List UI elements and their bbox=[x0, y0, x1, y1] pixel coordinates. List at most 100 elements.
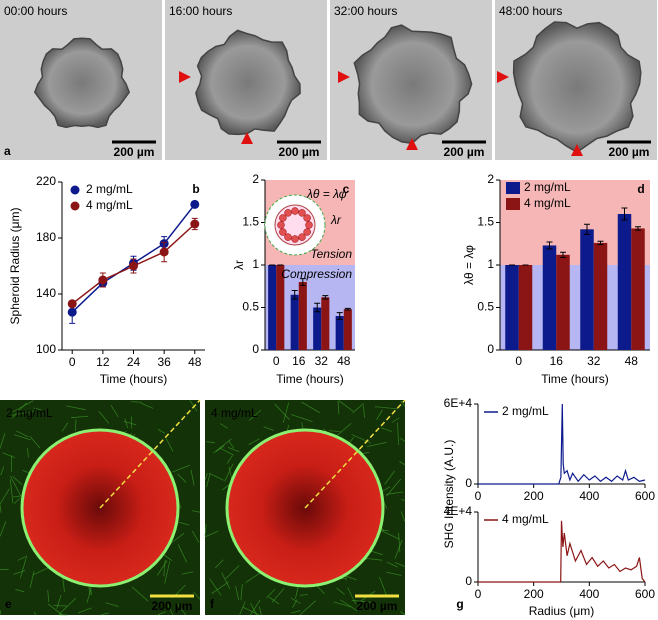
fiber bbox=[366, 442, 387, 447]
x-tick-label: 12 bbox=[96, 355, 110, 369]
y-tick-label: 220 bbox=[36, 174, 56, 188]
scale-label: 200 µm bbox=[609, 145, 650, 159]
scale-label: 200 µm bbox=[357, 599, 398, 613]
fiber bbox=[340, 599, 358, 612]
point bbox=[67, 299, 77, 309]
legend-swatch bbox=[506, 198, 520, 210]
y-axis-label: SHG Intensity (A.U.) bbox=[442, 440, 456, 549]
fiber bbox=[386, 571, 402, 576]
fiber bbox=[140, 402, 154, 409]
fiber bbox=[66, 405, 86, 411]
bar bbox=[321, 297, 330, 350]
x-tick-label: 0 bbox=[69, 355, 76, 369]
scale-label: 200 µm bbox=[444, 145, 485, 159]
fiber bbox=[204, 524, 207, 537]
fiber bbox=[352, 403, 364, 414]
fiber bbox=[379, 576, 388, 597]
fiber bbox=[9, 479, 14, 504]
fiber bbox=[299, 594, 308, 596]
x-axis-label: Radius (μm) bbox=[529, 604, 595, 618]
bar bbox=[276, 265, 285, 350]
fiber bbox=[248, 438, 260, 445]
fiber bbox=[384, 470, 396, 485]
point bbox=[129, 261, 138, 271]
concentration-label: 4 mg/mL bbox=[211, 406, 258, 420]
fiber bbox=[376, 409, 383, 421]
fiber bbox=[17, 556, 26, 561]
error-bar bbox=[299, 278, 306, 286]
fiber bbox=[163, 559, 166, 577]
y-tick-label: 0 bbox=[465, 574, 472, 588]
fiber bbox=[157, 611, 166, 616]
y-tick-label: 1.5 bbox=[477, 215, 494, 229]
fiber bbox=[398, 532, 401, 553]
panel-label: c bbox=[343, 182, 350, 196]
fiber bbox=[33, 611, 37, 616]
fiber bbox=[239, 601, 246, 616]
x-tick-label: 400 bbox=[579, 587, 599, 601]
y-axis-label: Spheroid Radius (μm) bbox=[8, 208, 22, 325]
fiber bbox=[224, 463, 234, 482]
panel-label: b bbox=[192, 182, 199, 196]
arrow bbox=[338, 71, 350, 83]
y-tick-label: 0.5 bbox=[477, 300, 494, 314]
concentration-label: 2 mg/mL bbox=[6, 406, 53, 420]
fiber bbox=[191, 530, 200, 543]
x-tick-label: 32 bbox=[587, 354, 601, 368]
y-tick-label: 140 bbox=[36, 286, 56, 300]
arrow bbox=[497, 71, 509, 83]
error-bar bbox=[314, 302, 321, 313]
panel-label: d bbox=[637, 182, 644, 196]
y-axis-label: λθ = λφ bbox=[462, 245, 476, 285]
x-axis-label: Time (hours) bbox=[100, 372, 168, 386]
panel-label: g bbox=[456, 597, 463, 611]
fiber bbox=[290, 610, 301, 614]
x-tick-label: 16 bbox=[292, 354, 306, 368]
fiber bbox=[157, 560, 168, 576]
fiber bbox=[214, 559, 224, 569]
series-line bbox=[478, 520, 646, 583]
fiber bbox=[335, 423, 352, 437]
fiber bbox=[220, 423, 228, 429]
point bbox=[98, 275, 108, 285]
bar bbox=[556, 254, 570, 350]
fiber bbox=[204, 473, 208, 481]
inset-label: λr bbox=[330, 213, 342, 227]
fiber bbox=[208, 472, 224, 481]
fiber bbox=[131, 586, 149, 602]
error-bar bbox=[336, 312, 343, 320]
x-axis-label: Time (hours) bbox=[541, 372, 609, 386]
error-bar bbox=[621, 207, 628, 221]
x-tick-label: 0 bbox=[273, 354, 280, 368]
inset-cell bbox=[291, 235, 299, 243]
fiber bbox=[394, 539, 403, 559]
fiber bbox=[56, 595, 62, 609]
fiber bbox=[58, 598, 76, 615]
fiber bbox=[9, 475, 22, 497]
fiber bbox=[219, 447, 234, 456]
fiber bbox=[191, 510, 201, 513]
fiber bbox=[394, 562, 406, 567]
fiber bbox=[299, 600, 316, 616]
x-tick-label: 36 bbox=[157, 355, 171, 369]
fiber bbox=[62, 575, 65, 592]
x-tick-label: 24 bbox=[127, 355, 141, 369]
fiber bbox=[130, 401, 142, 403]
panel-label: f bbox=[210, 597, 215, 611]
radius-line bbox=[99, 399, 201, 509]
fiber bbox=[77, 607, 92, 614]
fiber bbox=[20, 555, 28, 579]
inset-cell bbox=[284, 233, 292, 241]
fiber bbox=[292, 599, 298, 608]
bar bbox=[313, 307, 322, 350]
x-tick-label: 400 bbox=[579, 489, 599, 503]
y-tick-label: 2 bbox=[252, 172, 259, 186]
fiber bbox=[47, 590, 50, 602]
bar bbox=[617, 214, 632, 350]
fiber bbox=[74, 419, 77, 432]
scale-label: 200 µm bbox=[279, 145, 320, 159]
fiber bbox=[399, 461, 406, 466]
fiber bbox=[397, 422, 399, 445]
scale-label: 200 µm bbox=[152, 599, 193, 613]
legend-swatch bbox=[506, 182, 520, 194]
